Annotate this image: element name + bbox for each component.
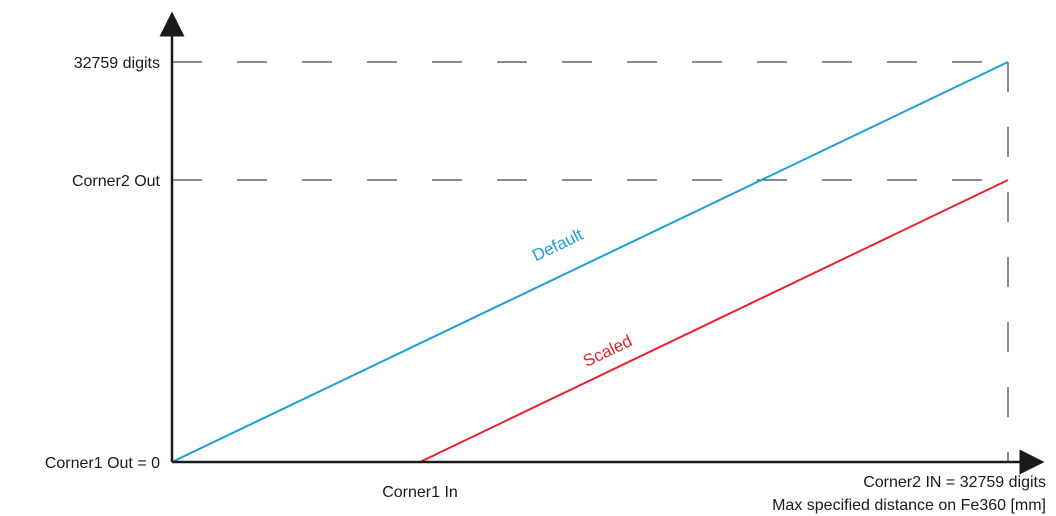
y-label-corner2-out: Corner2 Out	[72, 173, 161, 190]
y-label-max: 32759 digits	[74, 55, 160, 72]
x-label-corner1-in: Corner1 In	[382, 484, 458, 501]
x-label-note: Max specified distance on Fe360 [mm]	[772, 497, 1046, 514]
scaled-line-label: Scaled	[580, 331, 635, 371]
scaled-line	[419, 179, 1009, 463]
default-line	[171, 61, 1009, 463]
default-line-label: Default	[529, 225, 586, 266]
x-label-corner2-in: Corner2 IN = 32759 digits	[863, 474, 1046, 491]
y-label-origin: Corner1 Out = 0	[45, 455, 160, 472]
